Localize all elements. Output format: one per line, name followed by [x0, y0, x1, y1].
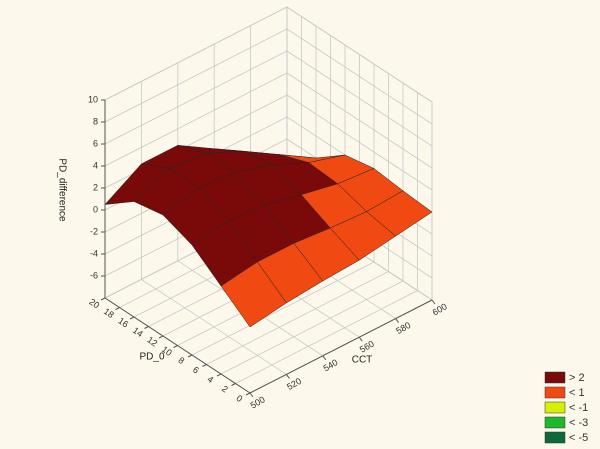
legend-swatch	[544, 401, 566, 414]
legend-label: < -5	[569, 432, 588, 444]
z-tick-label: -2	[90, 226, 98, 236]
y-tick	[100, 297, 106, 301]
y-tick	[173, 345, 178, 348]
y-tick	[158, 335, 164, 339]
x-tick	[322, 355, 327, 361]
y-tick	[115, 307, 120, 310]
legend-swatch	[544, 371, 566, 384]
grid-line	[235, 290, 418, 384]
legend-label: < -1	[569, 402, 588, 414]
grid-line	[104, 28, 288, 123]
grid-line	[191, 261, 375, 356]
y-tick-label: 4	[205, 374, 215, 385]
y-axis-title: PD_0	[139, 352, 164, 363]
y-tick-label: 18	[102, 306, 116, 320]
z-axis-title: PD_difference	[56, 158, 67, 222]
x-tick-label: 540	[321, 357, 339, 373]
y-tick-label: 20	[87, 297, 101, 311]
grid-line	[104, 72, 288, 167]
legend-label: > 2	[569, 372, 585, 384]
y-tick	[144, 326, 149, 329]
y-tick-label: 8	[176, 355, 186, 366]
legend-label: < -3	[569, 417, 588, 429]
y-tick-label: 10	[160, 344, 174, 358]
x-tick	[358, 336, 363, 342]
z-tick-label: 10	[88, 94, 98, 104]
y-tick	[202, 364, 207, 367]
legend-swatch	[544, 431, 566, 444]
x-tick-label: 580	[394, 320, 412, 336]
y-tick	[231, 383, 236, 386]
z-tick-label: 6	[93, 138, 98, 148]
y-tick-label: 2	[220, 383, 230, 394]
z-tick-label: 2	[93, 182, 98, 192]
z-tick-label: 4	[93, 160, 98, 170]
y-tick	[129, 316, 135, 320]
legend-swatch	[544, 416, 566, 429]
x-tick-label: 520	[285, 376, 303, 392]
x-tick-label: 560	[358, 339, 376, 355]
grid-line	[104, 50, 288, 145]
x-tick-label: 600	[431, 301, 449, 317]
z-tick-label: 8	[93, 116, 98, 126]
x-tick	[395, 318, 400, 323]
y-tick-label: 16	[116, 316, 130, 330]
axis	[249, 299, 433, 394]
legend-label: < 1	[569, 387, 585, 399]
y-tick	[245, 392, 251, 396]
grid-line	[104, 6, 288, 101]
x-tick-label: 500	[249, 394, 267, 410]
x-tick	[431, 299, 436, 305]
y-tick-label: 14	[131, 325, 145, 339]
y-tick	[216, 373, 222, 377]
z-tick-label: -4	[90, 248, 98, 258]
grid-line	[206, 271, 389, 365]
x-tick	[285, 374, 290, 379]
axis	[104, 297, 251, 394]
z-tick-label: 0	[93, 204, 98, 214]
y-tick-label: 12	[145, 335, 159, 349]
z-tick-label: -6	[90, 270, 98, 280]
x-axis-title: CCT	[352, 355, 373, 366]
y-tick-label: 6	[191, 364, 201, 375]
legend-swatch	[544, 386, 566, 399]
surface-cell	[220, 261, 287, 328]
y-tick-label: 0	[234, 393, 244, 404]
x-tick	[249, 392, 254, 398]
grid-line	[220, 280, 404, 375]
y-tick	[187, 354, 193, 358]
